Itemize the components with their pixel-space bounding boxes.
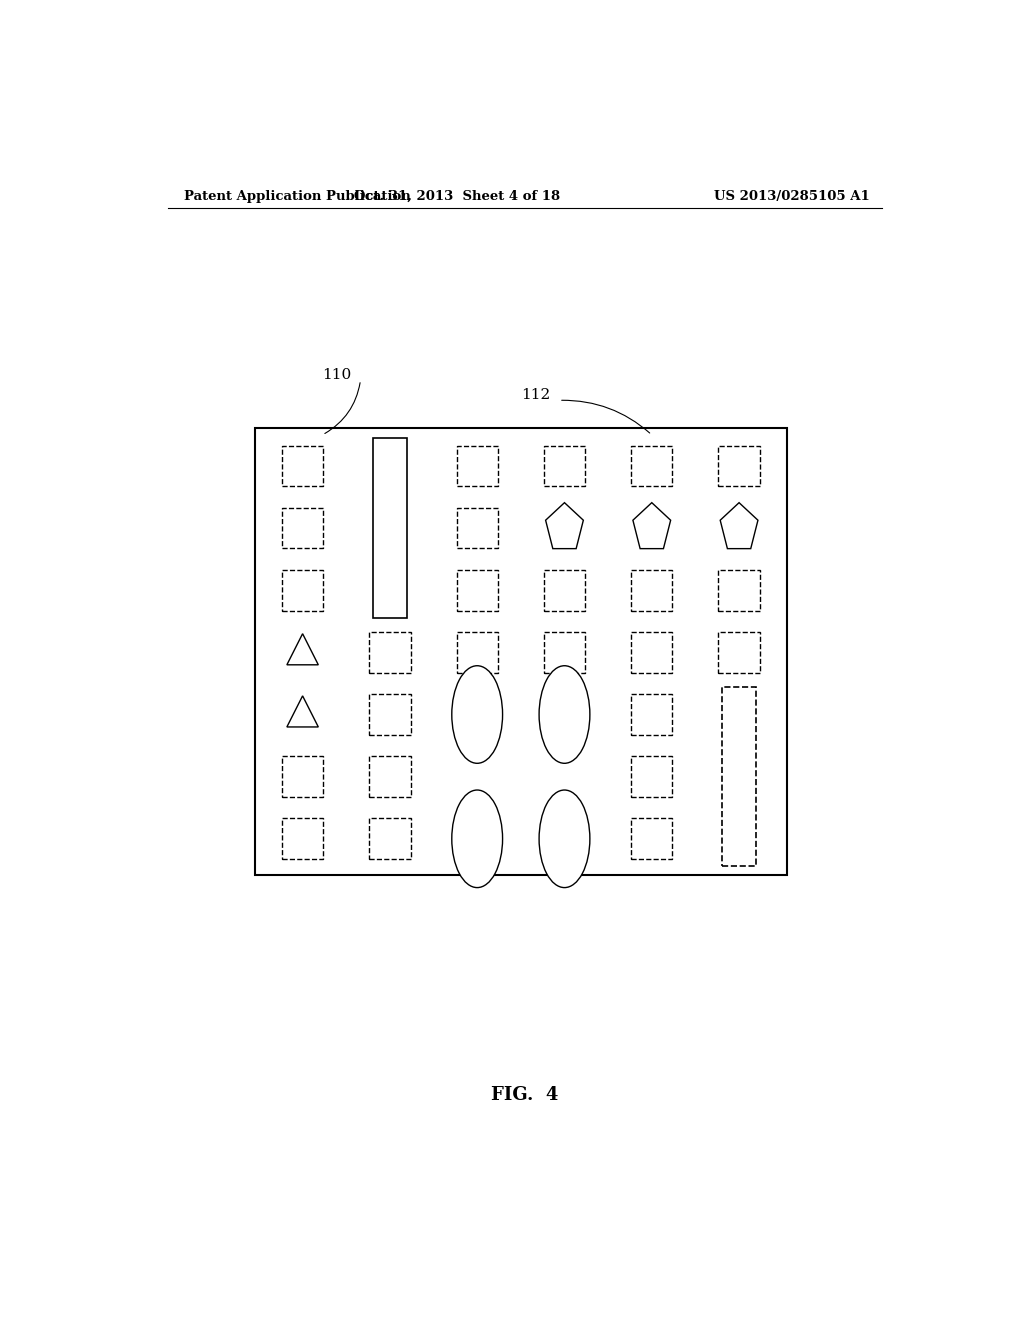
Text: 110: 110 [323,368,351,381]
Polygon shape [287,634,318,665]
Bar [544,570,585,611]
Bar [631,446,673,486]
Bar [631,756,673,797]
Text: FIG.  4: FIG. 4 [492,1085,558,1104]
Bar [282,818,324,859]
Bar [457,570,498,611]
Bar [373,438,407,618]
Bar [631,570,673,611]
Bar [282,446,324,486]
Bar [631,818,673,859]
Ellipse shape [452,665,503,763]
Bar [370,632,411,673]
Bar [457,632,498,673]
Bar [370,694,411,735]
Bar [719,446,760,486]
Text: US 2013/0285105 A1: US 2013/0285105 A1 [715,190,870,202]
Bar [370,818,411,859]
Text: Patent Application Publication: Patent Application Publication [183,190,411,202]
Ellipse shape [452,789,503,887]
Bar [719,570,760,611]
Polygon shape [720,503,758,549]
Bar [457,446,498,486]
Bar [282,570,324,611]
Bar [457,508,498,548]
Bar [282,756,324,797]
Bar [631,694,673,735]
Bar [370,756,411,797]
Bar [631,632,673,673]
Bar [719,632,760,673]
Polygon shape [287,696,318,727]
Bar [255,428,786,875]
Polygon shape [633,503,671,549]
Text: 112: 112 [521,388,550,403]
Ellipse shape [539,665,590,763]
Polygon shape [546,503,584,549]
Bar [282,508,324,548]
Bar [544,632,585,673]
Bar [722,688,756,866]
Bar [544,446,585,486]
Ellipse shape [539,789,590,887]
Text: Oct. 31, 2013  Sheet 4 of 18: Oct. 31, 2013 Sheet 4 of 18 [354,190,560,202]
